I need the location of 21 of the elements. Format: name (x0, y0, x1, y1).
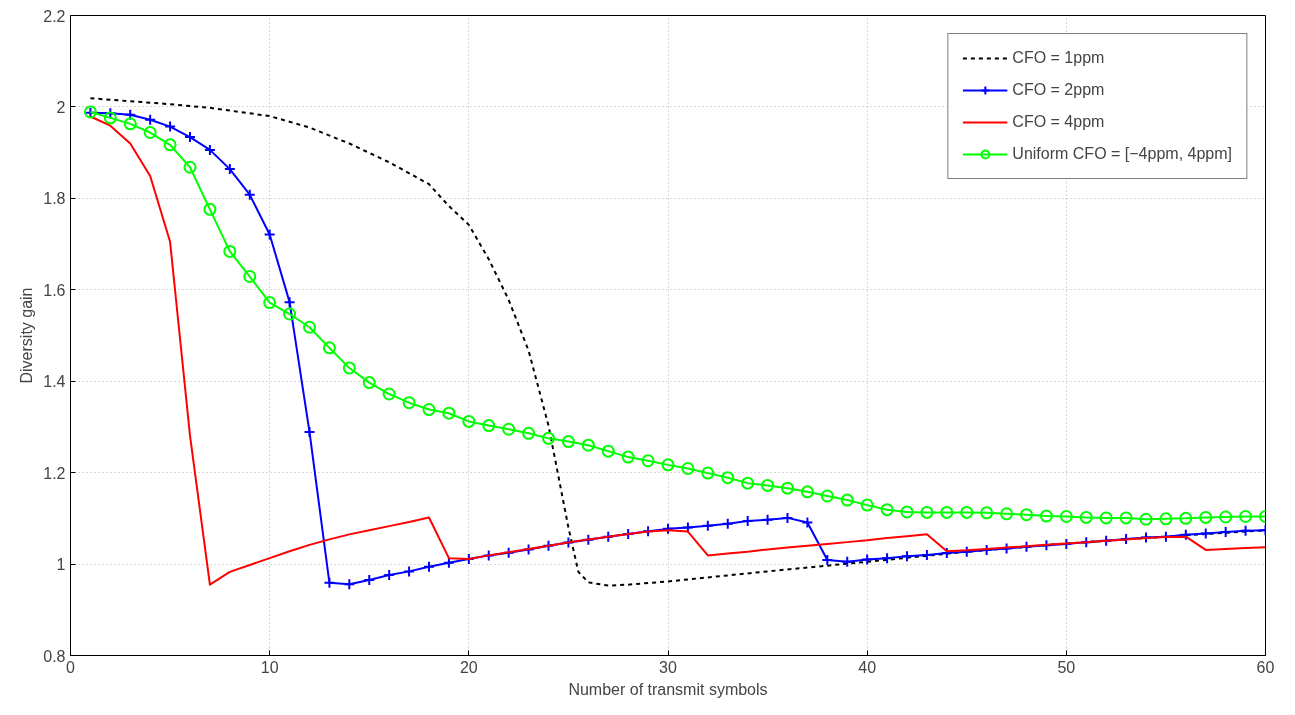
y-tick-label: 2 (56, 98, 66, 116)
x-axis-title: Number of transmit symbols (568, 680, 768, 698)
y-tick-label: 1.4 (43, 373, 66, 391)
legend-label: Uniform CFO = [−4ppm, 4ppm] (1012, 145, 1232, 163)
y-tick-label: 1.2 (43, 464, 66, 482)
x-tick-label: 40 (858, 658, 877, 676)
y-tick-label: 2.2 (43, 7, 66, 25)
legend-label: CFO = 1ppm (1012, 49, 1105, 67)
x-tick-label: 50 (1057, 658, 1076, 676)
y-tick-label: 1 (56, 556, 66, 574)
x-tick-label: 30 (659, 658, 677, 676)
x-tick-label: 20 (459, 658, 478, 676)
y-axis-title: Diversity gain (18, 287, 36, 384)
x-tick-label: 10 (260, 658, 279, 676)
y-tick-label: 0.8 (43, 647, 66, 665)
legend-label: CFO = 4ppm (1012, 113, 1105, 131)
x-tick-label: 60 (1256, 658, 1275, 676)
y-tick-label: 1.8 (43, 190, 66, 208)
legend-label: CFO = 2ppm (1012, 81, 1105, 99)
x-tick-label: 0 (66, 658, 76, 676)
y-tick-label: 1.6 (43, 281, 66, 299)
